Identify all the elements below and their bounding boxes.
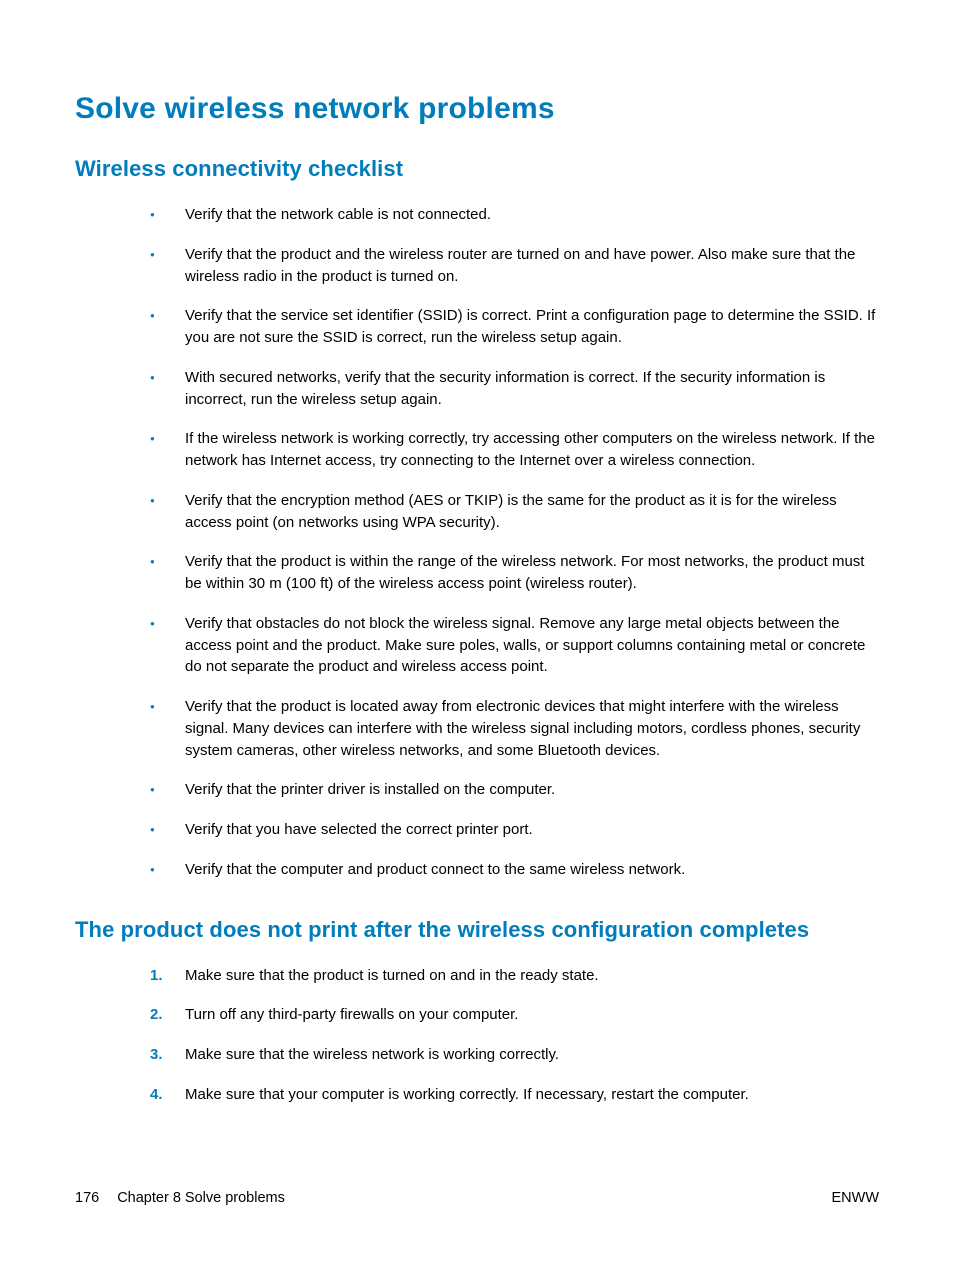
list-item: Verify that the encryption method (AES o… xyxy=(150,490,879,534)
step-number: 2. xyxy=(150,1004,163,1026)
list-item: If the wireless network is working corre… xyxy=(150,428,879,472)
list-item: Verify that obstacles do not block the w… xyxy=(150,613,879,678)
step-number: 1. xyxy=(150,965,163,987)
footer-right: ENWW xyxy=(831,1190,879,1206)
list-item: Verify that the service set identifier (… xyxy=(150,305,879,349)
step-text: Turn off any third-party firewalls on yo… xyxy=(185,1006,518,1023)
section-heading-noprint: The product does not print after the wir… xyxy=(75,917,879,943)
list-item: 2. Turn off any third-party firewalls on… xyxy=(150,1004,879,1026)
section-heading-checklist: Wireless connectivity checklist xyxy=(75,156,879,182)
page-number: 176 xyxy=(75,1190,99,1206)
page-title: Solve wireless network problems xyxy=(75,92,879,126)
list-item: Verify that the product and the wireless… xyxy=(150,244,879,288)
step-text: Make sure that your computer is working … xyxy=(185,1086,749,1103)
list-item: Verify that the computer and product con… xyxy=(150,859,879,881)
document-page: Solve wireless network problems Wireless… xyxy=(0,0,954,1106)
checklist-list: Verify that the network cable is not con… xyxy=(75,204,879,881)
list-item: Verify that the product is within the ra… xyxy=(150,551,879,595)
list-item: Verify that the printer driver is instal… xyxy=(150,779,879,801)
list-item: With secured networks, verify that the s… xyxy=(150,367,879,411)
list-item: 4. Make sure that your computer is worki… xyxy=(150,1084,879,1106)
step-text: Make sure that the wireless network is w… xyxy=(185,1046,559,1063)
list-item: 1. Make sure that the product is turned … xyxy=(150,965,879,987)
footer-left: 176 Chapter 8 Solve problems xyxy=(75,1190,285,1206)
step-text: Make sure that the product is turned on … xyxy=(185,967,599,984)
steps-list: 1. Make sure that the product is turned … xyxy=(75,965,879,1106)
list-item: 3. Make sure that the wireless network i… xyxy=(150,1044,879,1066)
list-item: Verify that you have selected the correc… xyxy=(150,819,879,841)
page-footer: 176 Chapter 8 Solve problems ENWW xyxy=(75,1190,879,1206)
list-item: Verify that the network cable is not con… xyxy=(150,204,879,226)
list-item: Verify that the product is located away … xyxy=(150,696,879,761)
step-number: 3. xyxy=(150,1044,163,1066)
chapter-label: Chapter 8 Solve problems xyxy=(117,1190,285,1206)
step-number: 4. xyxy=(150,1084,163,1106)
